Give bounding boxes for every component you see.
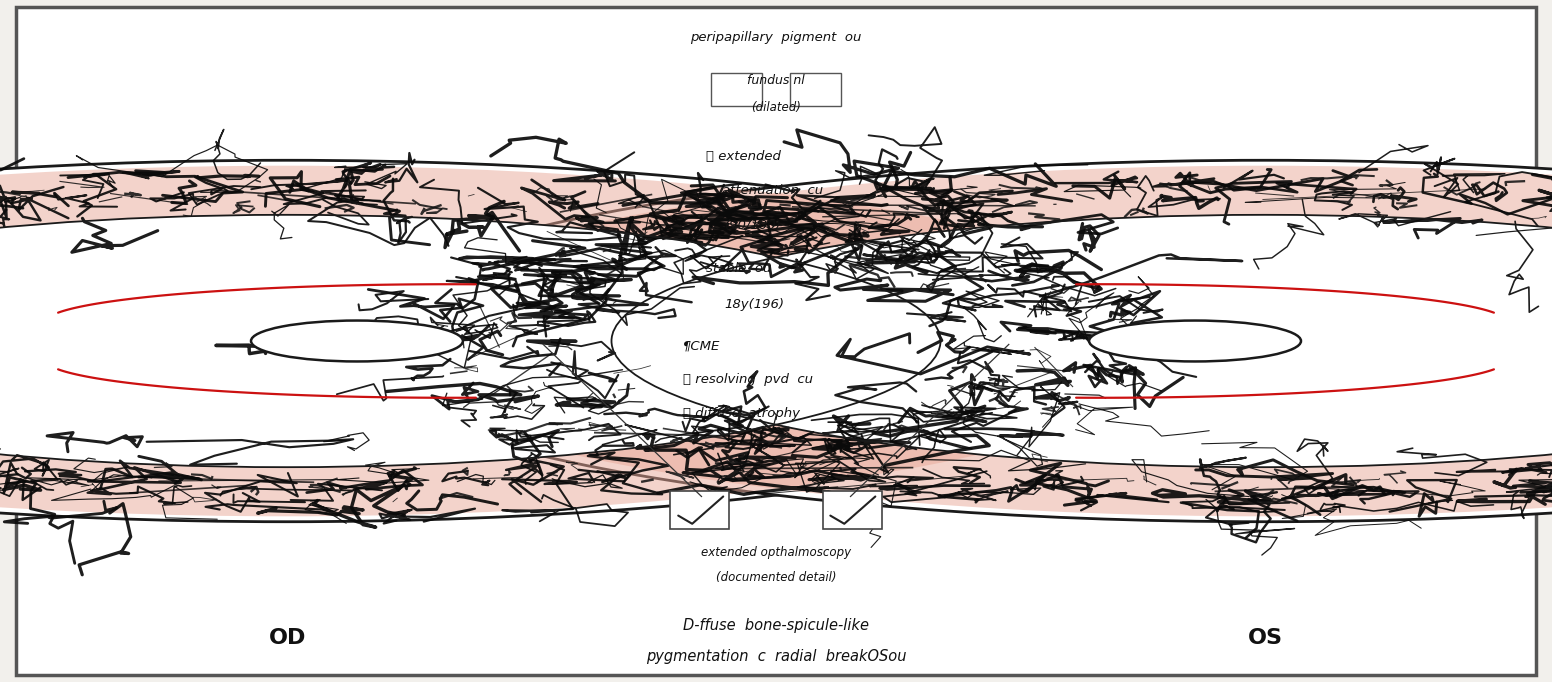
Text: ¶CME: ¶CME <box>683 339 720 353</box>
Ellipse shape <box>357 166 1552 516</box>
Text: (dilated): (dilated) <box>751 100 801 114</box>
Bar <box>790 73 841 106</box>
Text: ⓘ diffuse  atrophy: ⓘ diffuse atrophy <box>683 407 799 421</box>
Ellipse shape <box>1090 321 1301 361</box>
Text: extended opthalmoscopy: extended opthalmoscopy <box>702 546 850 559</box>
Text: D-ffuse  bone-spicule-like: D-ffuse bone-spicule-like <box>683 618 869 633</box>
Text: Ⓢ extended: Ⓢ extended <box>706 150 781 164</box>
Text: (90/100): (90/100) <box>725 218 781 232</box>
Text: Ⓡ resolving  pvd  cu: Ⓡ resolving pvd cu <box>683 373 813 387</box>
Text: fundus nl: fundus nl <box>747 74 805 87</box>
Text: 18y(196): 18y(196) <box>725 298 785 312</box>
Ellipse shape <box>0 215 941 467</box>
Text: (documented detail): (documented detail) <box>715 571 837 584</box>
Text: pygmentation  c  radial  breakOSou: pygmentation c radial breakOSou <box>646 649 906 664</box>
Text: stable  ou: stable ou <box>706 262 771 276</box>
Ellipse shape <box>251 321 462 361</box>
Bar <box>711 73 762 106</box>
Text: peripapillary  pigment  ou: peripapillary pigment ou <box>691 31 861 44</box>
Bar <box>670 491 729 529</box>
Bar <box>823 491 882 529</box>
Ellipse shape <box>611 215 1552 467</box>
Text: OD: OD <box>268 627 306 648</box>
Ellipse shape <box>329 160 1552 522</box>
Text: attenuation  cu: attenuation cu <box>722 184 823 198</box>
Ellipse shape <box>0 166 1195 516</box>
Text: OS: OS <box>1248 627 1282 648</box>
Ellipse shape <box>0 160 1223 522</box>
